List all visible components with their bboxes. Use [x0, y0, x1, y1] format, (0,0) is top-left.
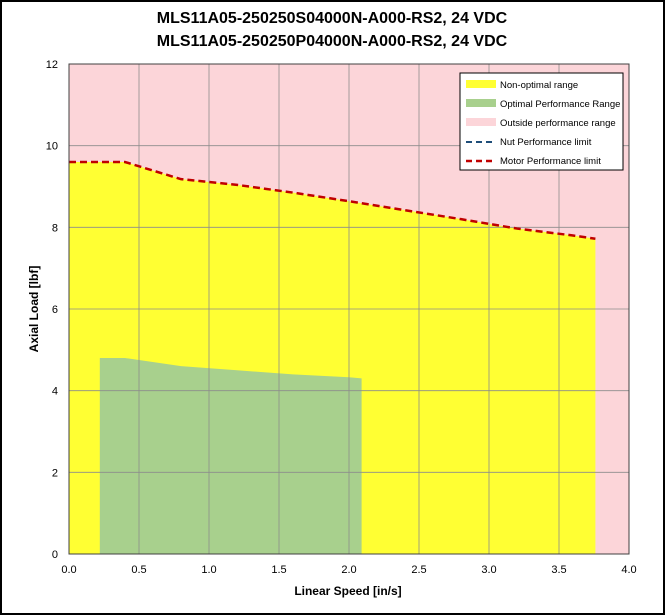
- y-tick-label: 0: [52, 549, 58, 561]
- legend-label-outside: Outside performance range: [500, 118, 616, 129]
- legend-swatch-optimal: [466, 99, 496, 107]
- y-tick-label: 12: [46, 59, 58, 71]
- x-tick-label: 1.5: [271, 564, 286, 576]
- x-tick-label: 0.5: [131, 564, 146, 576]
- x-tick-label: 0.0: [61, 564, 76, 576]
- x-tick-label: 4.0: [621, 564, 636, 576]
- x-tick-label: 2.0: [341, 564, 356, 576]
- y-tick-label: 8: [52, 222, 58, 234]
- x-axis-label: Linear Speed [in/s]: [294, 584, 401, 598]
- legend-label-optimal: Optimal Performance Range: [500, 99, 620, 110]
- chart-title-line-2: MLS11A05-250250P04000N-A000-RS2, 24 VDC: [157, 33, 508, 50]
- legend-label-nut-limit: Nut Performance limit: [500, 137, 592, 148]
- legend-swatch-non-optimal: [466, 80, 496, 88]
- legend-label-non-optimal: Non-optimal range: [500, 80, 578, 91]
- chart-title-line-1: MLS11A05-250250S04000N-A000-RS2, 24 VDC: [157, 10, 508, 27]
- y-tick-label: 2: [52, 467, 58, 479]
- legend-swatch-outside: [466, 118, 496, 126]
- y-tick-label: 4: [52, 386, 58, 398]
- legend-label-motor-limit: Motor Performance limit: [500, 156, 601, 167]
- y-tick-label: 6: [52, 304, 58, 316]
- x-tick-label: 1.0: [201, 564, 216, 576]
- plot-border: [68, 63, 630, 555]
- tick-labels: 0.0 0.5 1.0 1.5 2.0 2.5 3.0 3.5 4.0 0 2 4 6 8 10 12: [46, 59, 637, 576]
- grid-lines: [68, 63, 630, 555]
- x-tick-label: 3.0: [481, 564, 496, 576]
- y-tick-label: 10: [46, 141, 58, 153]
- motor-performance-limit-line: [69, 160, 596, 241]
- y-axis-label: Axial Load [lbf]: [27, 266, 41, 353]
- x-tick-label: 3.5: [551, 564, 566, 576]
- x-tick-label: 2.5: [411, 564, 426, 576]
- legend: Non-optimal range Optimal Performance Ra…: [459, 72, 624, 171]
- optimal-range-area: [99, 358, 362, 554]
